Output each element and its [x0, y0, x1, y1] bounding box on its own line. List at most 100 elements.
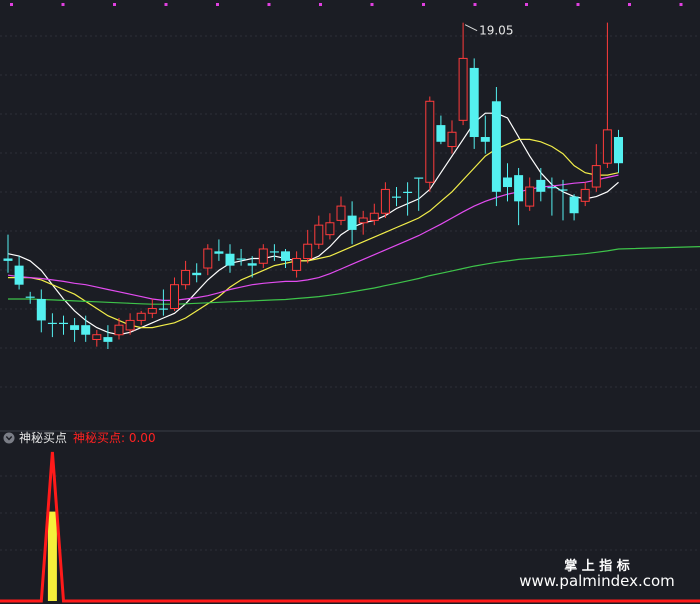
candle-body	[347, 215, 357, 230]
indicator-panel-grid	[0, 475, 700, 551]
candle	[136, 310, 146, 326]
watermark-title: 掌 上 指 标	[564, 558, 630, 574]
candle-body	[247, 263, 257, 266]
top-dot	[679, 3, 683, 6]
candle-body	[369, 212, 379, 221]
candle-body	[303, 243, 313, 259]
candle	[547, 177, 557, 216]
candle	[536, 167, 546, 202]
candle-body	[558, 189, 568, 191]
candle-body	[25, 296, 35, 298]
chevron-down-icon	[5, 436, 13, 441]
candle-body	[192, 272, 202, 276]
candle-body	[81, 325, 91, 335]
collapse-icon[interactable]	[3, 432, 15, 444]
top-dot	[473, 3, 477, 6]
candle-body	[147, 308, 157, 314]
indicator-legend: 神秘买点: 0.00	[73, 431, 156, 445]
candle	[3, 234, 13, 273]
candle	[347, 201, 357, 245]
candle-body	[292, 257, 302, 271]
candle	[36, 289, 46, 333]
ma-line	[8, 138, 619, 329]
candle	[281, 248, 290, 269]
candle	[514, 167, 524, 226]
candle	[125, 313, 135, 335]
candle-body	[525, 186, 535, 207]
candle-body	[14, 265, 24, 285]
candle	[158, 289, 168, 316]
candle-body	[380, 188, 390, 214]
candle-body	[392, 196, 401, 198]
candle-body	[225, 253, 235, 266]
ma-line	[7, 112, 619, 336]
top-dot	[10, 3, 13, 6]
ma-line	[8, 246, 700, 305]
candle-body	[591, 165, 601, 188]
candle-body	[614, 137, 623, 164]
candle	[236, 248, 246, 266]
candle-body	[236, 258, 246, 260]
indicator-title[interactable]: 神秘买点	[19, 431, 67, 445]
top-dot	[61, 3, 65, 6]
candle-body	[125, 319, 135, 331]
candle-body	[103, 337, 113, 342]
candle-body	[414, 177, 424, 179]
top-dot	[370, 3, 374, 6]
candle	[491, 86, 501, 207]
candle	[47, 313, 57, 338]
candlesticks	[3, 22, 623, 350]
candle-body	[281, 251, 290, 261]
main-panel-grid	[0, 35, 700, 388]
candle-body	[358, 217, 368, 224]
top-dot	[525, 3, 528, 6]
watermark-url: www.palmindex.com	[519, 572, 675, 590]
price-annotations: 19.05	[464, 24, 513, 38]
candle	[14, 256, 24, 290]
candle-body	[602, 129, 612, 164]
top-dot	[164, 3, 168, 6]
candle	[170, 277, 179, 311]
candle	[103, 325, 113, 350]
indicator-series	[0, 451, 700, 603]
candle	[59, 315, 68, 335]
annotation-arrow	[464, 24, 478, 32]
candle	[558, 179, 568, 221]
candle	[147, 298, 157, 319]
candle	[380, 182, 390, 218]
candle-body	[469, 67, 479, 138]
candle-body	[3, 258, 13, 261]
candle-body	[70, 325, 80, 330]
candle	[480, 115, 490, 154]
candle-body	[436, 125, 446, 142]
candle	[225, 244, 235, 273]
candle-body	[547, 187, 557, 189]
candle-body	[158, 308, 168, 310]
candle	[303, 229, 313, 264]
candle	[458, 22, 468, 126]
candle-body	[258, 248, 268, 264]
candle-body	[214, 251, 224, 254]
candle	[425, 96, 435, 192]
top-dot	[319, 3, 322, 6]
candle-body	[181, 269, 191, 286]
candle-body	[336, 205, 346, 221]
candle	[436, 115, 446, 145]
candle-body	[403, 191, 413, 193]
candle-body	[92, 334, 102, 340]
candle	[314, 215, 324, 249]
candle	[203, 244, 213, 276]
candle	[258, 244, 268, 269]
candle	[214, 239, 224, 261]
candle	[192, 263, 202, 283]
candle-body	[59, 322, 68, 325]
candle	[503, 163, 512, 202]
candle	[569, 194, 579, 221]
candle-body	[536, 179, 546, 192]
candle-body	[480, 137, 490, 142]
candle	[247, 256, 257, 278]
candle-body	[458, 57, 468, 121]
